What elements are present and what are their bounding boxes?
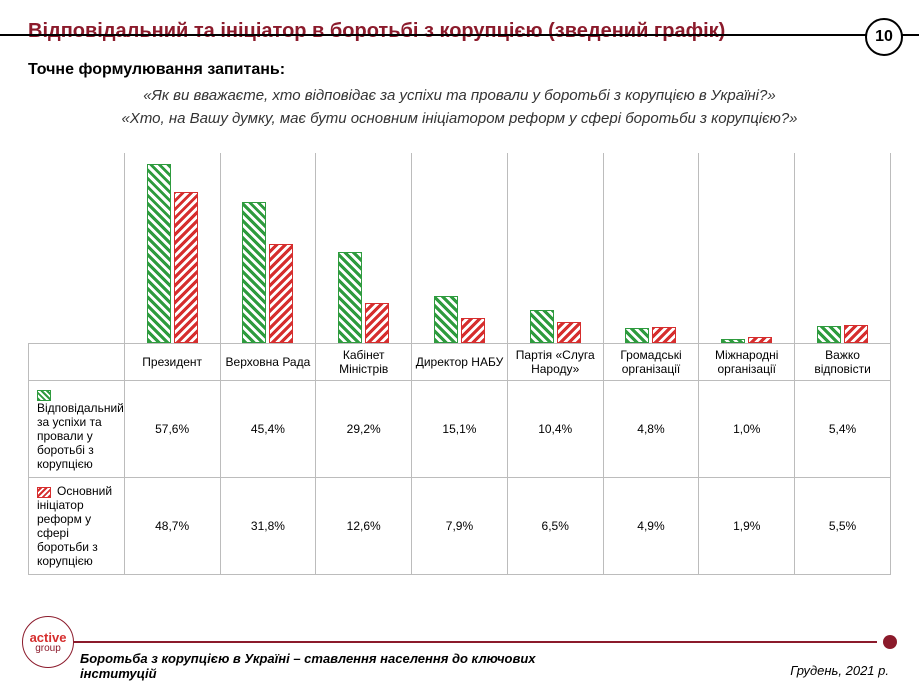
footer-dot	[883, 635, 897, 649]
bar	[147, 164, 171, 343]
value-cell: 6,5%	[507, 478, 603, 575]
logo: active group	[22, 616, 74, 668]
logo-line1: active	[30, 631, 67, 644]
bar	[174, 192, 198, 343]
chart-table: ПрезидентВерховна РадаКабінет МіністрівД…	[28, 153, 891, 575]
bar	[242, 202, 266, 343]
slide-title: Відповідальний та ініціатор в боротьбі з…	[28, 20, 891, 43]
legend-swatch	[37, 487, 51, 498]
bar	[748, 337, 772, 343]
bar	[817, 326, 841, 343]
value-cell: 1,9%	[699, 478, 795, 575]
bar	[625, 328, 649, 343]
bar	[652, 327, 676, 342]
footer-line	[66, 641, 877, 643]
bars-cell	[699, 153, 795, 343]
page-number-badge: 10	[865, 18, 903, 56]
value-cell: 29,2%	[316, 381, 412, 478]
question-2: «Хто, на Вашу думку, має бути основним і…	[28, 110, 891, 127]
value-cell: 5,4%	[795, 381, 891, 478]
title-row: Відповідальний та ініціатор в боротьбі з…	[28, 20, 891, 43]
category-label: Міжнародні організації	[699, 343, 795, 381]
bars-cell	[603, 153, 699, 343]
category-label: Президент	[124, 343, 220, 381]
legend-swatch	[37, 390, 51, 401]
bar	[365, 303, 389, 342]
category-label: Громадські організації	[603, 343, 699, 381]
value-cell: 10,4%	[507, 381, 603, 478]
slide: Відповідальний та ініціатор в боротьбі з…	[0, 0, 919, 686]
bars-cell	[124, 153, 220, 343]
category-label: Директор НАБУ	[412, 343, 508, 381]
bar	[269, 244, 293, 343]
value-cell: 31,8%	[220, 478, 316, 575]
bars-cell	[220, 153, 316, 343]
category-blank	[29, 343, 125, 381]
value-cell: 15,1%	[412, 381, 508, 478]
legend-label: Відповідальний за успіхи та провали у бо…	[37, 401, 124, 471]
questions-heading: Точне формулювання запитань:	[28, 61, 891, 79]
legend-cell: Основний ініціатор реформ у сфері бороть…	[29, 478, 125, 575]
data-row: Основний ініціатор реформ у сфері бороть…	[29, 478, 891, 575]
legend-cell: Відповідальний за успіхи та провали у бо…	[29, 381, 125, 478]
footer-caption: Боротьба з корупцією в Україні – ставлен…	[80, 651, 580, 682]
value-cell: 1,0%	[699, 381, 795, 478]
value-cell: 57,6%	[124, 381, 220, 478]
value-cell: 5,5%	[795, 478, 891, 575]
bar	[530, 310, 554, 342]
bars-cell	[507, 153, 603, 343]
chart-bars-row	[29, 153, 891, 343]
category-row: ПрезидентВерховна РадаКабінет МіністрівД…	[29, 343, 891, 381]
category-label: Кабінет Міністрів	[316, 343, 412, 381]
category-label: Партія «Слуга Народу»	[507, 343, 603, 381]
bars-cell	[316, 153, 412, 343]
footer-date: Грудень, 2021 р.	[790, 663, 889, 678]
question-1: «Як ви вважаєте, хто відповідає за успіх…	[28, 87, 891, 104]
value-cell: 45,4%	[220, 381, 316, 478]
category-label: Важко відповісти	[795, 343, 891, 381]
bar	[461, 318, 485, 342]
value-cell: 4,9%	[603, 478, 699, 575]
bars-blank-cell	[29, 153, 125, 343]
bar	[338, 252, 362, 343]
title-underline	[0, 34, 919, 36]
value-cell: 48,7%	[124, 478, 220, 575]
bar	[844, 325, 868, 342]
data-row: Відповідальний за успіхи та провали у бо…	[29, 381, 891, 478]
bars-cell	[795, 153, 891, 343]
bar	[721, 339, 745, 342]
value-cell: 4,8%	[603, 381, 699, 478]
chart-container: ПрезидентВерховна РадаКабінет МіністрівД…	[28, 153, 891, 575]
bar	[557, 322, 581, 342]
category-label: Верховна Рада	[220, 343, 316, 381]
logo-line2: group	[35, 644, 61, 654]
value-cell: 7,9%	[412, 478, 508, 575]
bar	[434, 296, 458, 343]
value-cell: 12,6%	[316, 478, 412, 575]
bars-cell	[412, 153, 508, 343]
